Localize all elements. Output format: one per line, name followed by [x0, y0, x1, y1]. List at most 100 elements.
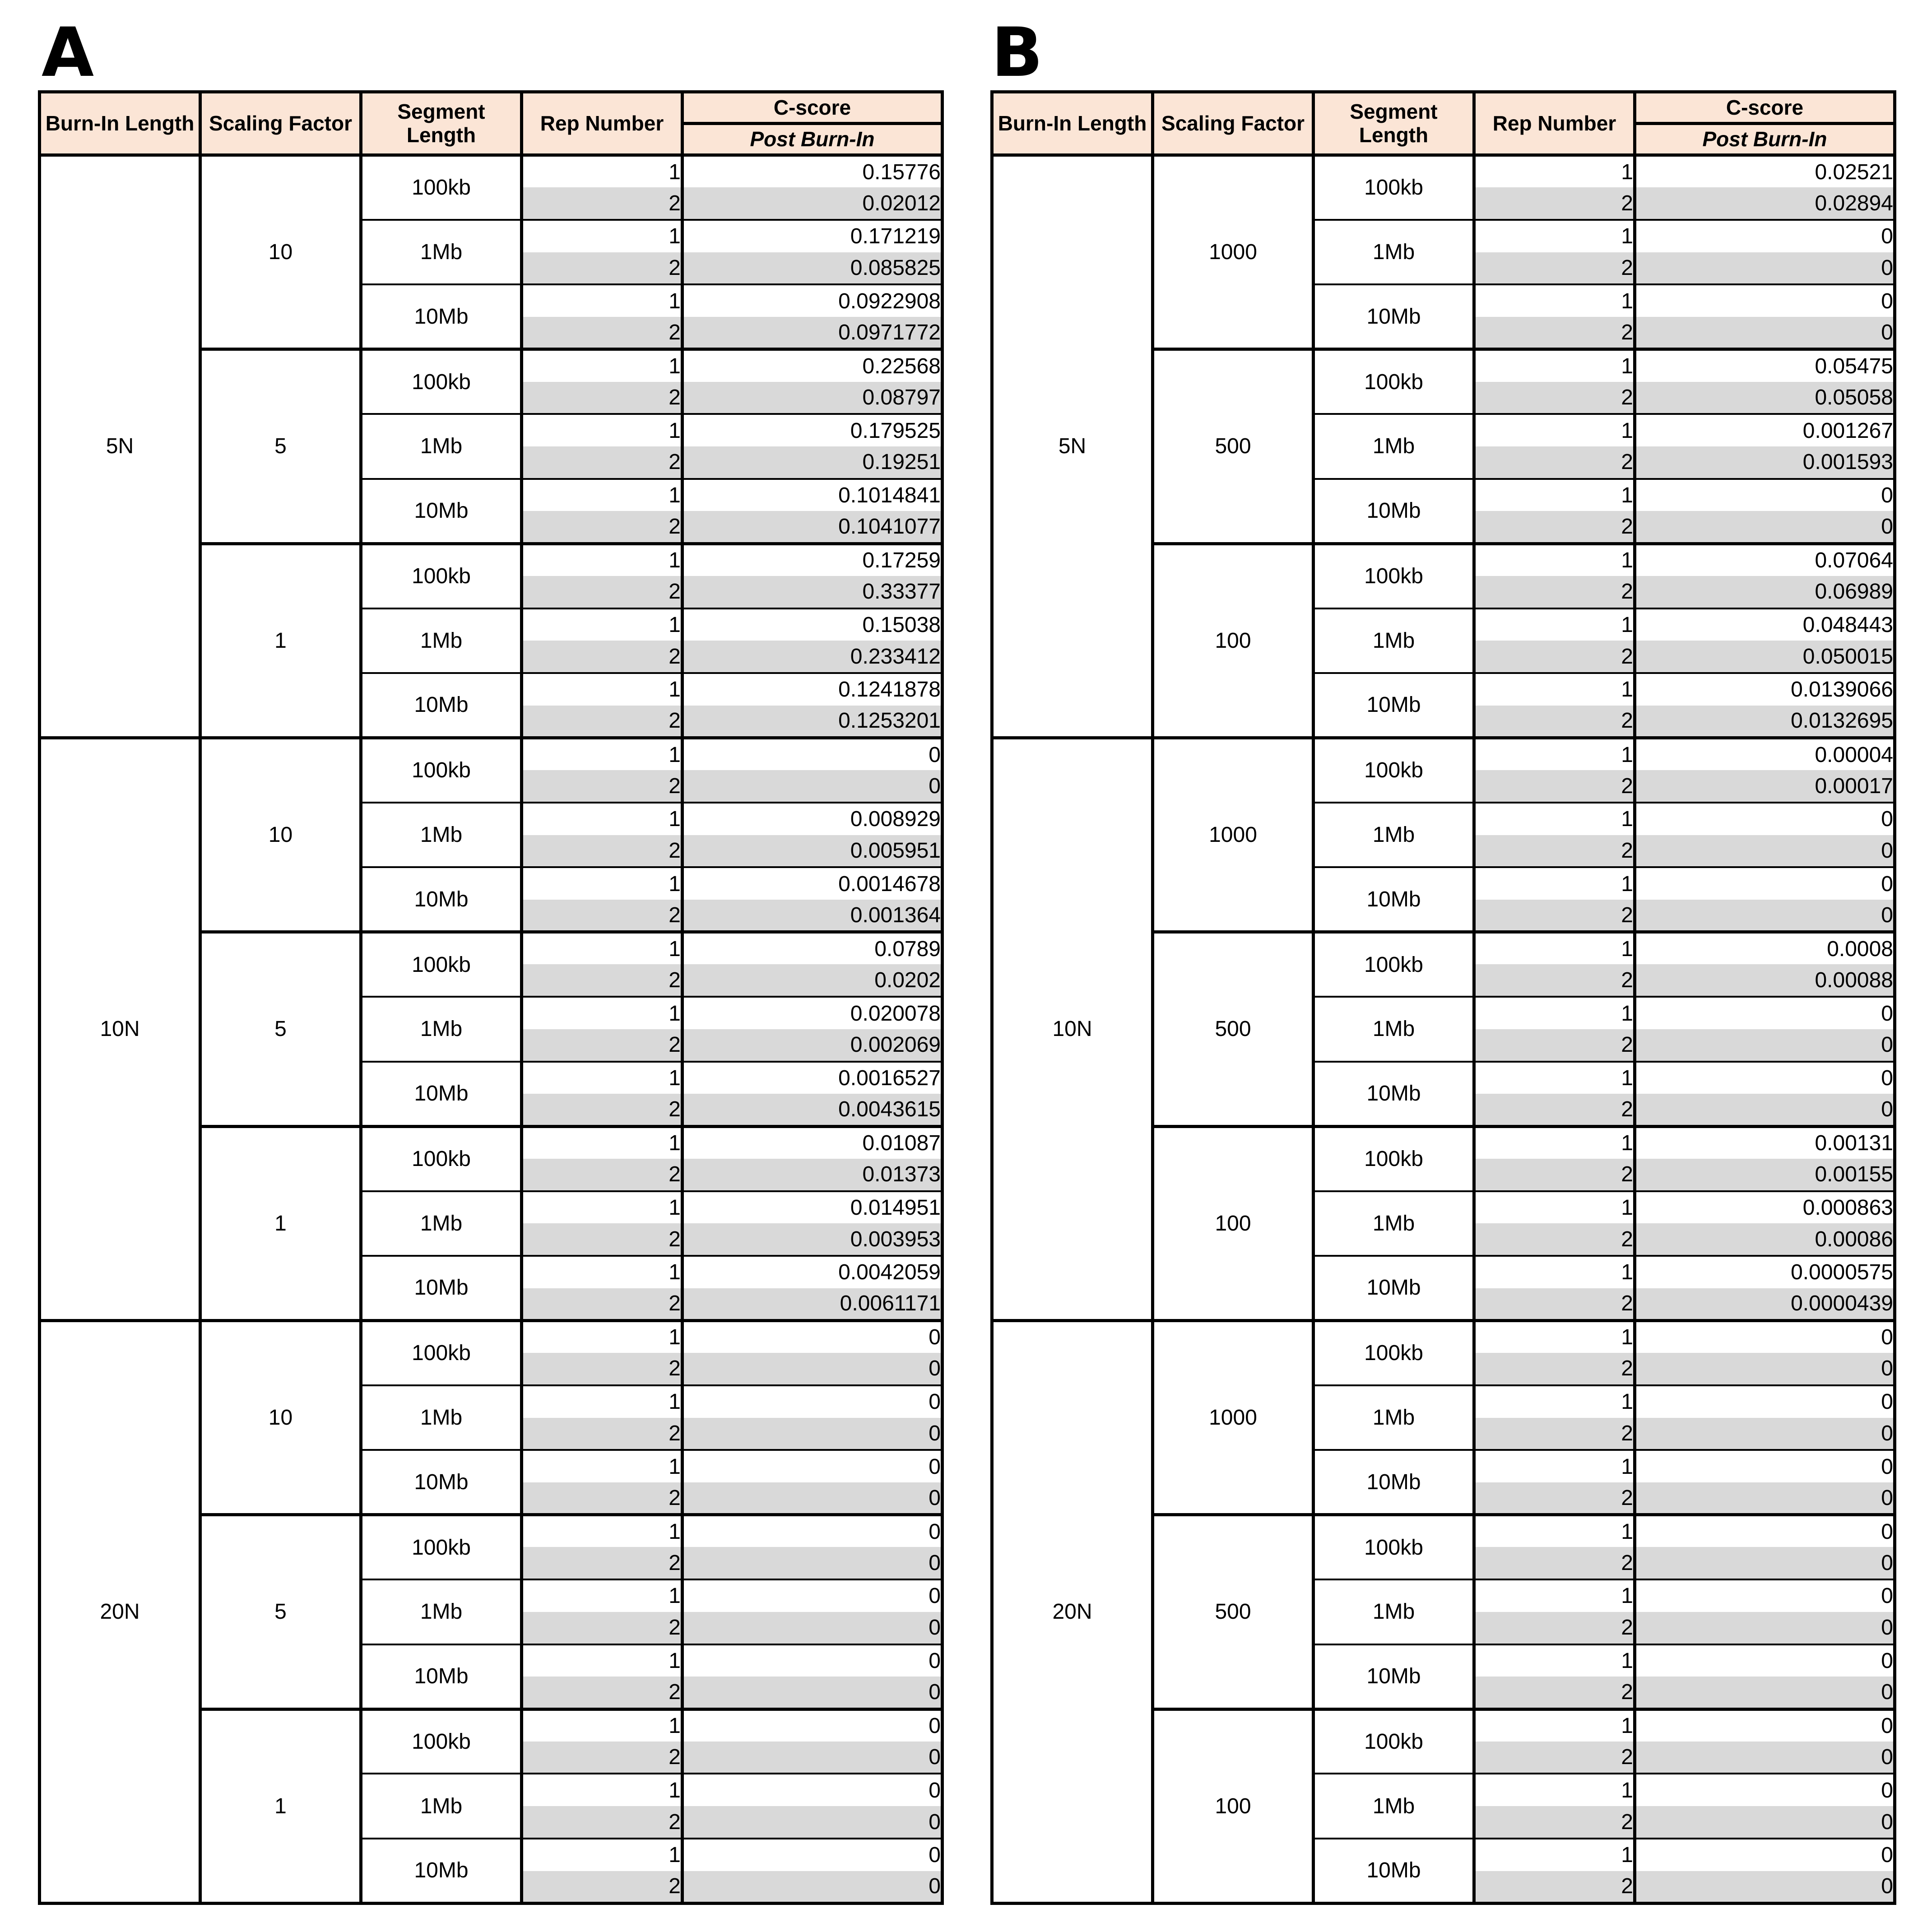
rep-number-cell: 1	[1472, 1254, 1636, 1288]
rep-number-cell: 1	[1472, 1449, 1636, 1482]
c-score-value-cell: 0.33377	[681, 576, 944, 608]
header-burn-in-length: Burn-In Length	[38, 90, 202, 157]
rep-number-cell: 1	[520, 542, 684, 576]
table-row: 2 0.00155	[992, 1158, 1896, 1191]
table-row: 2 0.05058	[992, 381, 1896, 414]
c-score-value-cell: 0	[1633, 218, 1896, 252]
table-row: 2 0.001593	[992, 446, 1896, 479]
segment-length-cell: 10Mb	[359, 1643, 523, 1711]
segment-length-cell: 1Mb	[1312, 996, 1476, 1063]
segment-length-cell: 10Mb	[1312, 1837, 1476, 1905]
c-score-value-cell: 0	[1633, 1707, 1896, 1742]
panel-label-a: A	[42, 14, 94, 92]
c-score-value-cell: 0.1014841	[681, 478, 944, 511]
c-score-value-cell: 0.014951	[681, 1190, 944, 1224]
segment-length-cell: 100kb	[359, 930, 523, 998]
c-score-value-cell: 0	[681, 1677, 944, 1711]
rep-number-cell: 1	[1472, 1319, 1636, 1353]
rep-number-cell: 2	[520, 1288, 684, 1322]
c-score-value-cell: 0.0061171	[681, 1288, 944, 1322]
segment-length-cell: 100kb	[359, 153, 523, 221]
rep-number-cell: 1	[520, 1060, 684, 1094]
rep-number-cell: 2	[1472, 1094, 1636, 1128]
rep-number-cell: 1	[1472, 413, 1636, 446]
c-score-value-cell: 0	[1633, 900, 1896, 934]
rep-number-cell: 2	[1472, 187, 1636, 220]
c-score-value-cell: 0.02521	[1633, 153, 1896, 188]
segment-length-cell: 100kb	[359, 736, 523, 803]
header-c-score: C-score	[681, 90, 944, 125]
burn-in-length-cell: 20N	[990, 1319, 1154, 1905]
segment-length-cell: 100kb	[359, 1513, 523, 1581]
segment-length-cell: 10Mb	[359, 283, 523, 351]
c-score-value-cell: 0	[681, 1449, 944, 1482]
rep-number-cell: 1	[1472, 1124, 1636, 1159]
scaling-factor-cell: 1000	[1151, 1319, 1315, 1517]
table-row: 1 100kb 1 0	[40, 1707, 944, 1905]
rep-number-cell: 1	[520, 672, 684, 706]
rep-number-cell: 2	[520, 705, 684, 739]
segment-length-cell: 1Mb	[1312, 1190, 1476, 1257]
rep-number-cell: 2	[520, 187, 684, 220]
table-body: 5N 10 100kb 1 0.15776 2 0.02012 1Mb 1 0.171219 2 0.…	[38, 153, 944, 1905]
table-row: 10Mb 1 0	[992, 866, 1896, 934]
table-row: 100 100kb 1 0.07064	[992, 542, 1896, 739]
segment-length-cell: 10Mb	[359, 672, 523, 739]
table-row: 5 100kb 1 0	[40, 1513, 944, 1711]
c-score-value-cell: 0	[681, 1579, 944, 1612]
c-score-value-cell: 0.0000575	[1633, 1254, 1896, 1288]
table-row: 10Mb 1 0.0922908	[40, 283, 944, 351]
segment-length-cell: 100kb	[1312, 736, 1476, 803]
c-score-value-cell: 0	[1633, 1677, 1896, 1711]
table-row: 1Mb 1 0.15038	[40, 607, 944, 674]
rep-number-cell: 1	[1472, 1513, 1636, 1547]
segment-length-cell: 10Mb	[1312, 1060, 1476, 1128]
c-score-value-cell: 0	[1633, 1643, 1896, 1677]
table-row: 1Mb 1 0.020078	[40, 996, 944, 1063]
rep-number-cell: 1	[1472, 736, 1636, 771]
burn-in-length-cell: 10N	[38, 736, 202, 1322]
rep-number-cell: 1	[520, 1773, 684, 1807]
table-row: 10Mb 1 0	[992, 283, 1896, 351]
c-score-value-cell: 0.08797	[681, 381, 944, 414]
table-row: 500 100kb 1 0.0008	[992, 930, 1896, 1128]
rep-number-cell: 1	[1472, 607, 1636, 641]
segment-length-cell: 100kb	[1312, 153, 1476, 221]
c-score-value-cell: 0.002069	[681, 1029, 944, 1062]
c-score-value-cell: 0.233412	[681, 641, 944, 673]
rep-number-cell: 2	[520, 1094, 684, 1128]
c-score-value-cell: 0.19251	[681, 446, 944, 479]
rep-number-cell: 1	[520, 930, 684, 965]
segment-length-cell: 100kb	[1312, 348, 1476, 415]
table-row: 1Mb 1 0.014951	[40, 1190, 944, 1257]
rep-number-cell: 1	[1472, 930, 1636, 965]
c-score-value-cell: 0	[1633, 835, 1896, 868]
rep-number-cell: 2	[520, 1029, 684, 1062]
segment-length-cell: 10Mb	[359, 1837, 523, 1905]
cscore-table-a: Burn-In Length Scaling Factor Segment Le…	[38, 90, 944, 1905]
table-row: 1Mb 1 0	[992, 996, 1896, 1063]
burn-in-length-cell: 20N	[38, 1319, 202, 1905]
segment-length-cell: 100kb	[359, 1124, 523, 1192]
segment-length-cell: 1Mb	[359, 1773, 523, 1839]
rep-number-cell: 2	[520, 964, 684, 997]
segment-length-cell: 10Mb	[359, 1449, 523, 1517]
c-score-value-cell: 0.02894	[1633, 187, 1896, 220]
rep-number-cell: 1	[520, 1319, 684, 1353]
burn-in-length-cell: 5N	[990, 153, 1154, 739]
rep-number-cell: 1	[1472, 866, 1636, 900]
c-score-value-cell: 0.050015	[1633, 641, 1896, 673]
c-score-value-cell: 0	[1633, 996, 1896, 1029]
rep-number-cell: 1	[520, 1837, 684, 1871]
c-score-value-cell: 0.001593	[1633, 446, 1896, 479]
c-score-value-cell: 0	[1633, 866, 1896, 900]
